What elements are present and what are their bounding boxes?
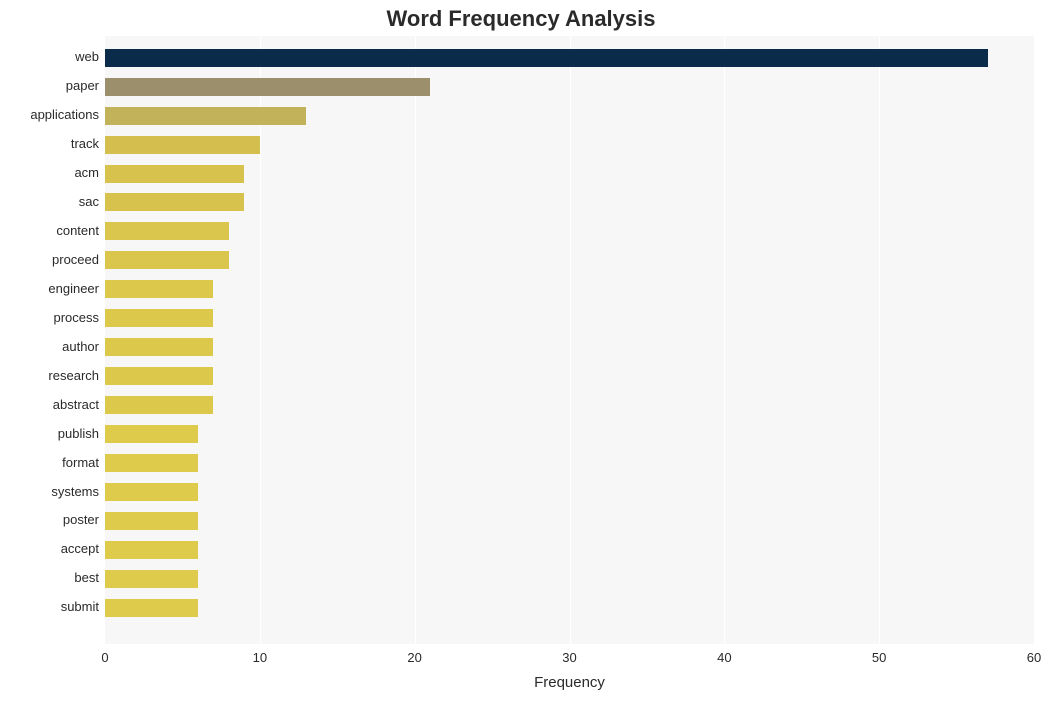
bar (105, 251, 229, 269)
bar (105, 512, 198, 530)
y-axis-category-label: author (62, 339, 99, 354)
y-axis-category-label: paper (66, 78, 99, 93)
x-axis-tick-label: 60 (1014, 650, 1042, 665)
x-axis-tick-label: 30 (550, 650, 590, 665)
grid-line (260, 36, 261, 644)
bar (105, 222, 229, 240)
bar (105, 483, 198, 501)
grid-line (570, 36, 571, 644)
x-axis-tick-label: 20 (395, 650, 435, 665)
y-axis-category-label: engineer (48, 281, 99, 296)
x-axis-tick-label: 40 (704, 650, 744, 665)
grid-line (879, 36, 880, 644)
x-axis-tick-label: 10 (240, 650, 280, 665)
y-axis-category-label: systems (51, 484, 99, 499)
bar (105, 280, 213, 298)
grid-line (724, 36, 725, 644)
bar (105, 165, 244, 183)
y-axis-category-label: abstract (53, 397, 99, 412)
x-axis-title: Frequency (105, 674, 1034, 691)
bar (105, 193, 244, 211)
bar (105, 454, 198, 472)
y-axis-category-label: publish (58, 426, 99, 441)
y-axis-category-label: best (74, 570, 99, 585)
bar (105, 396, 213, 414)
bar (105, 309, 213, 327)
grid-line (415, 36, 416, 644)
plot-area (105, 36, 1034, 644)
bar (105, 425, 198, 443)
y-axis-category-label: content (56, 223, 99, 238)
word-frequency-chart: Word Frequency Analysis web paper applicat… (0, 0, 1042, 701)
bar (105, 338, 213, 356)
bar (105, 136, 260, 154)
y-axis-category-label: proceed (52, 252, 99, 267)
bar (105, 570, 198, 588)
y-axis-category-label: acm (74, 165, 99, 180)
y-axis-category-label: applications (30, 107, 99, 122)
bar (105, 107, 306, 125)
bar (105, 78, 430, 96)
bar (105, 367, 213, 385)
y-axis-category-label: research (48, 368, 99, 383)
bar (105, 541, 198, 559)
y-axis-category-label: web (75, 49, 99, 64)
grid-line (1034, 36, 1035, 644)
chart-title: Word Frequency Analysis (0, 6, 1042, 32)
y-axis-category-label: sac (79, 194, 99, 209)
y-axis-category-label: accept (61, 541, 99, 556)
y-axis-category-label: poster (63, 512, 99, 527)
x-axis-tick-label: 0 (85, 650, 125, 665)
bar (105, 599, 198, 617)
y-axis-category-label: track (71, 136, 99, 151)
y-axis-category-label: format (62, 455, 99, 470)
y-axis-category-label: process (53, 310, 99, 325)
x-axis-tick-label: 50 (859, 650, 899, 665)
bar (105, 49, 988, 67)
y-axis-category-label: submit (61, 599, 99, 614)
